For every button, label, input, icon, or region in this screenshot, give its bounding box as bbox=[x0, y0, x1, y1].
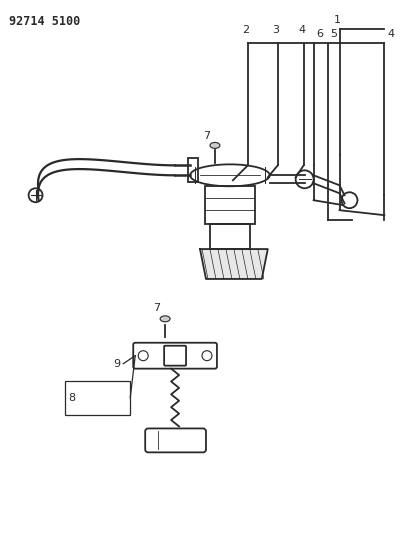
Polygon shape bbox=[200, 249, 268, 279]
Text: 8: 8 bbox=[69, 392, 76, 402]
Text: 7: 7 bbox=[204, 132, 210, 141]
Text: 4: 4 bbox=[298, 25, 305, 35]
Ellipse shape bbox=[160, 316, 170, 322]
Bar bbox=[65, 381, 130, 416]
Text: 7: 7 bbox=[154, 303, 161, 313]
Bar bbox=[188, 158, 198, 182]
Text: 4: 4 bbox=[387, 29, 395, 39]
Text: 92714 5100: 92714 5100 bbox=[9, 15, 80, 28]
Ellipse shape bbox=[210, 142, 220, 148]
Text: 6: 6 bbox=[317, 29, 324, 39]
Text: 3: 3 bbox=[272, 25, 279, 35]
Text: 2: 2 bbox=[242, 25, 249, 35]
Text: 1: 1 bbox=[334, 15, 341, 25]
Bar bbox=[205, 186, 255, 224]
Text: 5: 5 bbox=[330, 29, 338, 39]
Bar bbox=[210, 224, 250, 249]
Text: 9: 9 bbox=[114, 359, 121, 369]
